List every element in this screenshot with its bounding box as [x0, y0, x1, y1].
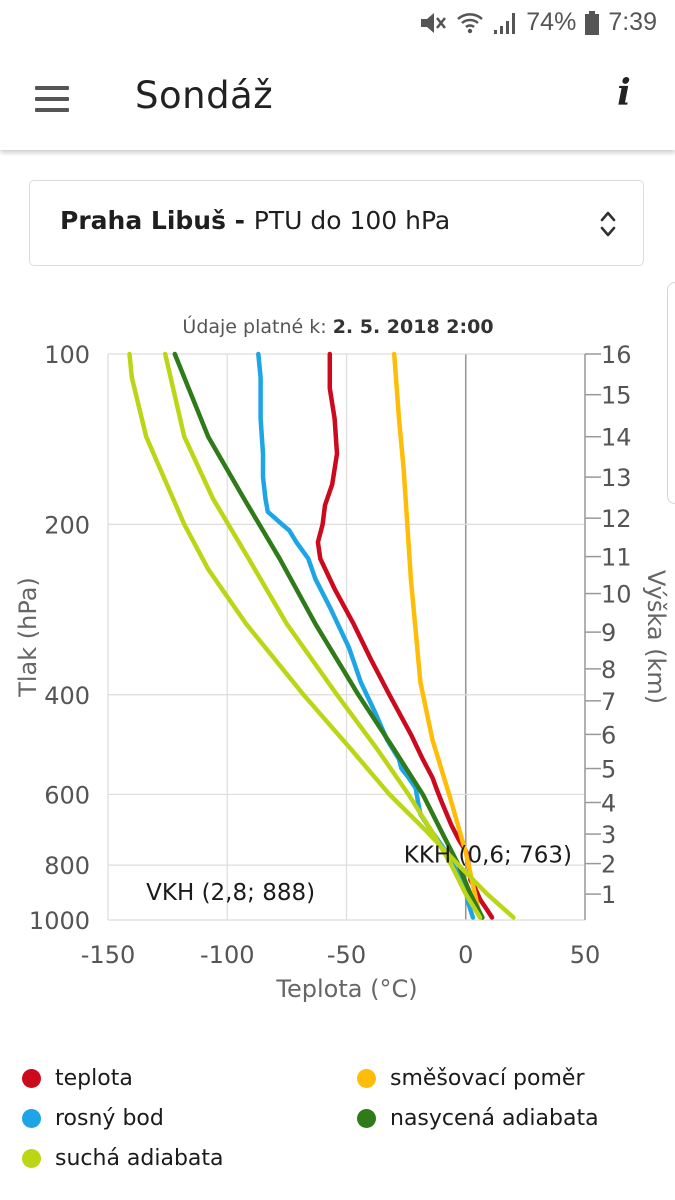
- legend-dot: [357, 1069, 376, 1088]
- x-tick-label: -50: [327, 941, 366, 969]
- station-select[interactable]: Praha Libuš - PTU do 100 hPa: [29, 180, 644, 266]
- sounding-chart-svg: Údaje platné k: 2. 5. 2018 2:00 -150 -100…: [14, 314, 670, 1003]
- height-tick-label: 12: [601, 505, 632, 533]
- height-tick-label: 9: [601, 619, 616, 647]
- height-tick-label: 2: [601, 851, 616, 879]
- legend-label: směšovací poměr: [390, 1066, 585, 1091]
- chart-legend: teplota rosný bod suchá adiabata směšova…: [0, 1058, 675, 1188]
- height-tick-label: 15: [601, 382, 632, 410]
- legend-dot: [22, 1149, 41, 1168]
- sounding-chart: Údaje platné k: 2. 5. 2018 2:00 -150 -100…: [0, 300, 675, 1020]
- height-tick-label: 3: [601, 821, 616, 849]
- status-icons: 74% 7:39: [418, 8, 657, 37]
- legend-dot: [22, 1109, 41, 1128]
- y-axis-title: Tlak (hPa): [14, 577, 42, 698]
- x-tick-label: -100: [200, 941, 254, 969]
- y-tick-label: 600: [44, 781, 90, 809]
- series-line-nasycena-adiabata: [172, 351, 485, 920]
- height-tick-label: 6: [601, 721, 616, 749]
- legend-label: suchá adiabata: [55, 1146, 224, 1171]
- battery-icon: [585, 10, 600, 35]
- legend-label: teplota: [55, 1066, 133, 1091]
- page-title: Sondáž: [135, 74, 274, 117]
- series-line-smesovaci-pomer: [391, 351, 483, 920]
- x-tick-label: 50: [570, 941, 601, 969]
- height-tick-label: 4: [601, 789, 616, 817]
- info-icon[interactable]: i: [617, 72, 631, 114]
- station-select-label: Praha Libuš - PTU do 100 hPa: [60, 206, 450, 235]
- height-tick-label: 11: [601, 544, 632, 572]
- series-line-sucha-adiabata: [127, 351, 516, 920]
- legend-item-nasycena-adiabata[interactable]: nasycená adiabata: [357, 1106, 599, 1131]
- app-bar: Sondáž i: [0, 48, 675, 150]
- height-tick-label: 13: [601, 464, 632, 492]
- chart-valid-date: Údaje platné k: 2. 5. 2018 2:00: [182, 314, 493, 338]
- mute-icon: [421, 12, 447, 33]
- legend-item-teplota[interactable]: teplota: [22, 1066, 133, 1091]
- height-tick-label: 1: [601, 881, 616, 909]
- legend-dot: [357, 1109, 376, 1128]
- height-tick-label: 8: [601, 656, 616, 684]
- hamburger-menu-icon[interactable]: [30, 78, 74, 122]
- status-time: 7:39: [608, 8, 657, 36]
- height-tick-label: 10: [601, 581, 632, 609]
- wifi-icon: [457, 12, 484, 33]
- height-tick-label: 7: [601, 688, 616, 716]
- status-bar: 74% 7:39: [0, 0, 675, 48]
- x-axis-title: Teplota (°C): [275, 975, 417, 1003]
- legend-label: nasycená adiabata: [390, 1106, 599, 1131]
- legend-item-smesovaci-pomer[interactable]: směšovací poměr: [357, 1066, 585, 1091]
- y-tick-label: 400: [44, 682, 90, 710]
- legend-item-rosny-bod[interactable]: rosný bod: [22, 1106, 164, 1131]
- height-tick-label: 14: [601, 424, 632, 452]
- station-name: Praha Libuš: [60, 206, 226, 235]
- legend-label: rosný bod: [55, 1106, 164, 1131]
- legend-dot: [22, 1069, 41, 1088]
- chevron-up-down-icon: [600, 211, 616, 237]
- series-line-sucha-adiabata: [162, 351, 483, 920]
- signal-icon: [494, 12, 516, 34]
- y-right-axis-title: Výška (km): [642, 570, 670, 704]
- y-tick-label: 800: [44, 852, 90, 880]
- legend-item-sucha-adiabata[interactable]: suchá adiabata: [22, 1146, 224, 1171]
- station-separator: -: [225, 206, 254, 235]
- x-tick-label: -150: [81, 941, 135, 969]
- battery-percent: 74%: [526, 8, 577, 36]
- height-tick-label: 16: [601, 341, 632, 369]
- y-tick-label: 200: [44, 511, 90, 539]
- annotation-label: VKH (2,8; 888): [146, 880, 315, 906]
- annotation-label: KKH (0,6; 763): [404, 843, 572, 869]
- y-tick-label: 1000: [29, 907, 90, 935]
- height-tick-label: 5: [601, 756, 616, 784]
- x-tick-label: 0: [458, 941, 473, 969]
- y-tick-label: 100: [44, 341, 90, 369]
- station-product: PTU do 100 hPa: [253, 206, 451, 235]
